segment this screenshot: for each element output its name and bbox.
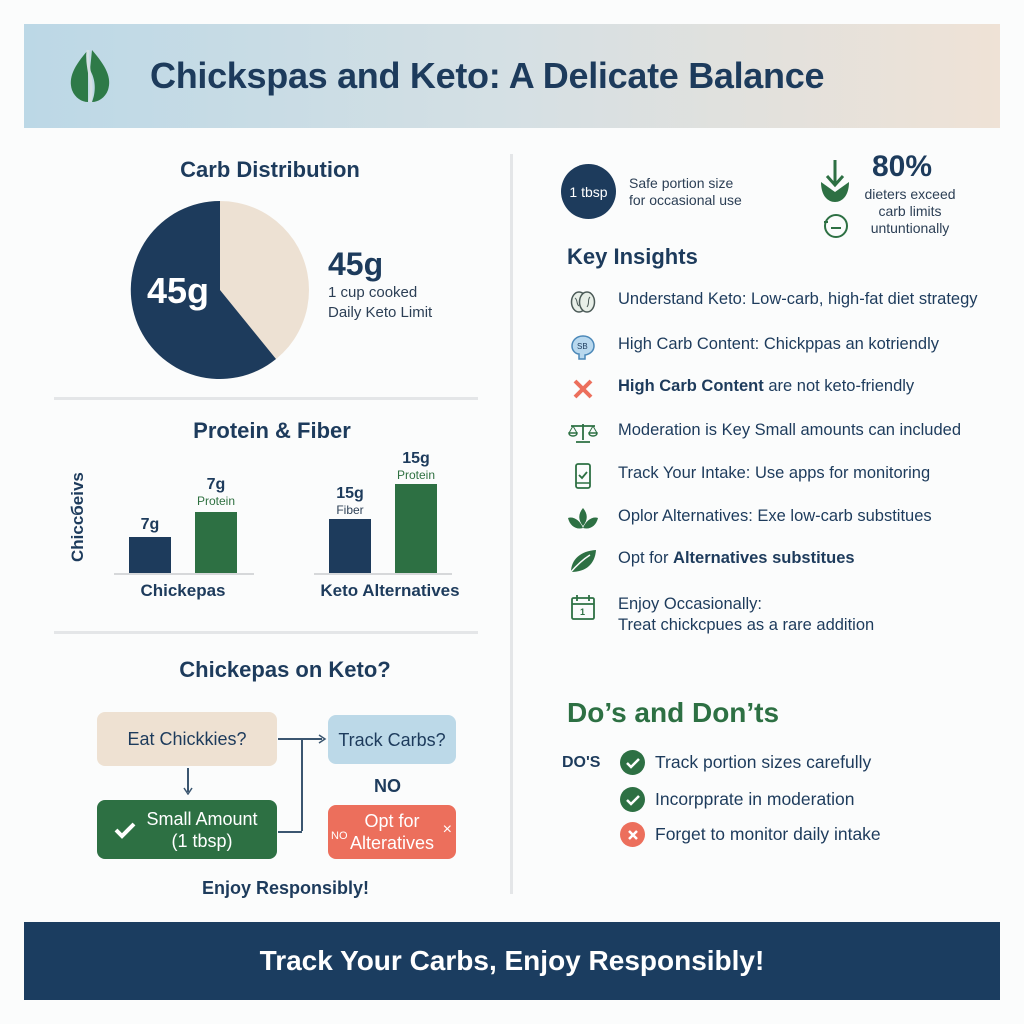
leaf-icon <box>70 49 110 103</box>
face-icon <box>824 214 848 238</box>
bar-y-axis-label: Chiccбeivs <box>68 472 87 562</box>
pie-annotation-line1: 1 cup cooked <box>328 284 418 301</box>
bar-keto-fiber <box>329 519 371 573</box>
arrow-down-icon <box>183 787 193 795</box>
bar-label: 15g Fiber <box>336 485 364 517</box>
checkmark-icon <box>114 822 136 839</box>
bar-label: 7g Protein <box>196 476 236 508</box>
insight-item: Oplor Alternatives: Exe low-carb substit… <box>566 506 932 532</box>
flow-node-small-amount: Small Amount (1 tbsp) <box>97 800 277 859</box>
head-icon: SB <box>571 335 595 360</box>
bar-category-label: Chickepas <box>140 581 226 600</box>
insight-item: High Carb Content are not keto-friendly <box>566 376 914 402</box>
flow-connector <box>301 738 303 831</box>
flow-footer-text: Enjoy Responsibly! <box>202 878 370 898</box>
leaf-arrow-down-icon <box>821 160 849 202</box>
flow-no-label: NO <box>374 776 401 796</box>
pie-annotation-line2: Daily Keto Limit <box>328 304 433 321</box>
svg-text:1: 1 <box>580 607 585 617</box>
bar-axis-right <box>314 573 452 575</box>
dos-label: DO'S <box>562 754 601 771</box>
bar-label: 15g Protein <box>396 450 436 482</box>
bar-chickpeas-fiber <box>129 537 171 573</box>
flow-connector <box>187 768 189 792</box>
pie-annotation-value: 45g <box>328 246 384 282</box>
stat-percent: 80% <box>872 150 933 183</box>
bar-category-label: Keto Alternatives <box>320 581 460 600</box>
phone-check-icon <box>575 463 591 489</box>
insight-item: Opt for Alternatives substitues <box>566 548 855 574</box>
footer-text: Track Your Carbs, Enjoy Responsibly! <box>259 945 765 976</box>
pie-center-label: 45g <box>147 270 210 311</box>
calendar-icon: 1 <box>571 595 595 620</box>
flow-connector <box>278 738 322 740</box>
carb-pie-chart <box>130 200 309 379</box>
bar-chickpeas-protein <box>195 512 237 573</box>
footer-banner: Track Your Carbs, Enjoy Responsibly! <box>24 922 1000 1000</box>
sprout-icon <box>568 508 598 529</box>
carb-distribution-title: Carb Distribution <box>180 157 360 182</box>
flow-node-eat: Eat Chickkies? <box>97 712 277 766</box>
x-icon: × <box>442 821 452 838</box>
flow-node-opt-alternatives: NO Opt for Alteratives × <box>328 805 456 859</box>
section-divider <box>54 631 478 634</box>
flow-node-track: Track Carbs? <box>328 715 456 764</box>
column-divider <box>510 154 513 894</box>
insight-item: SB High Carb Content: Chickppas an kotri… <box>566 334 939 360</box>
flowchart-title: Chickepas on Keto? <box>179 657 391 682</box>
dos-donts-title: Do’s and Don’ts <box>567 697 780 728</box>
insight-item: 1 Enjoy Occasionally: Treat chickcpues a… <box>566 594 874 636</box>
bar-label: 7g <box>140 516 160 533</box>
bar-axis-left <box>114 573 254 575</box>
portion-text: Safe portion size for occasional use <box>629 175 742 208</box>
leaf-icon <box>569 550 596 574</box>
brain-icon <box>570 291 596 313</box>
svg-text:SB: SB <box>577 342 588 351</box>
check-circle-icon <box>620 787 645 812</box>
arrow-right-icon <box>318 734 327 744</box>
page-title: Chickspas and Keto: A Delicate Balance <box>150 55 825 96</box>
x-icon <box>573 379 593 399</box>
dont-item: Forget to monitor daily intake <box>620 822 881 847</box>
flow-connector <box>278 831 302 833</box>
pie-slice-carbs <box>130 200 276 379</box>
insight-item: Understand Keto: Low-carb, high-fat diet… <box>566 289 978 315</box>
insight-item: Track Your Intake: Use apps for monitori… <box>566 463 930 489</box>
pie-annotation: 45g 1 cup cooked Daily Keto Limit <box>328 246 432 323</box>
portion-badge: 1 tbsp <box>561 164 616 219</box>
do-item: Track portion sizes carefully <box>620 750 871 775</box>
bar-keto-protein <box>395 484 437 573</box>
insight-item: Moderation is Key Small amounts can incl… <box>566 420 961 446</box>
check-circle-icon <box>620 750 645 775</box>
x-circle-icon <box>620 822 645 847</box>
key-insights-title: Key Insights <box>567 244 698 269</box>
protein-fiber-title: Protein & Fiber <box>193 418 351 443</box>
do-item: Incorpprate in moderation <box>620 787 854 812</box>
scale-icon <box>568 424 598 443</box>
section-divider <box>54 397 478 400</box>
header-banner: Chickspas and Keto: A Delicate Balance <box>24 24 1000 128</box>
stat-text: dieters exceed carb limits untuntionally <box>864 186 956 236</box>
